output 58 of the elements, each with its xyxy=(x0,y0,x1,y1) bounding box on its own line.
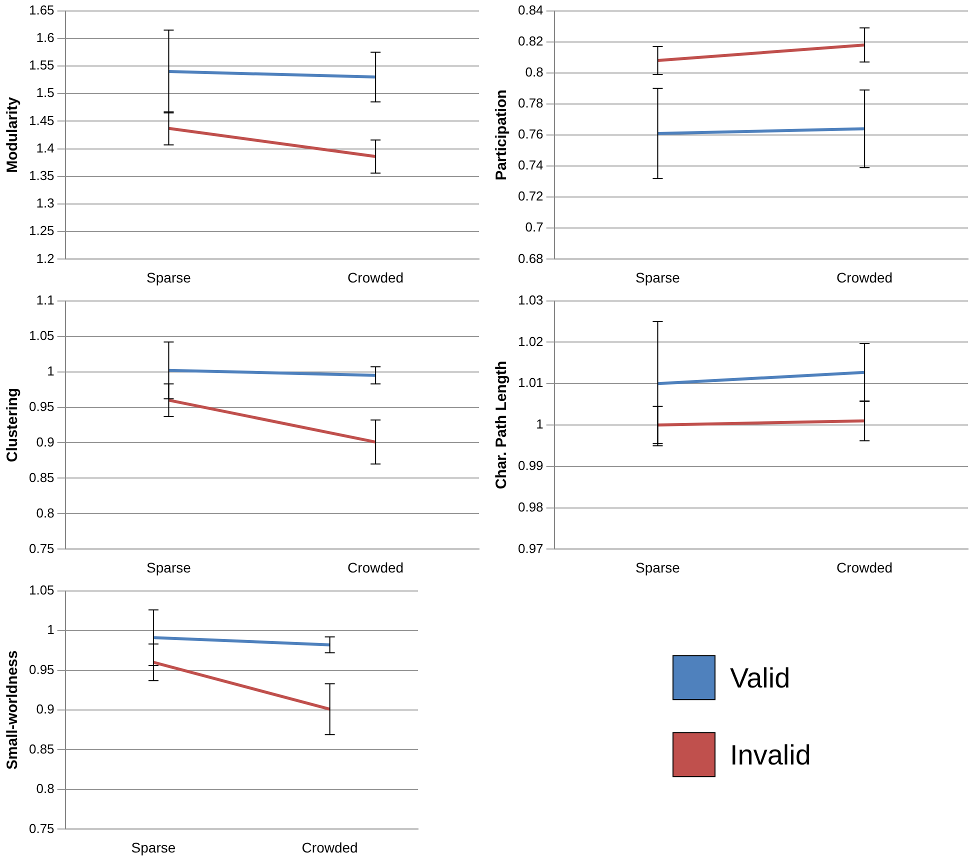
y-tick-label: 0.9 xyxy=(36,434,54,450)
y-axis-title: Participation xyxy=(493,90,510,180)
y-tick-label: 1.03 xyxy=(518,292,544,308)
y-tick-label: 0.95 xyxy=(28,662,54,677)
y-tick-label: 0.68 xyxy=(518,250,544,266)
y-tick-label: 1 xyxy=(47,622,54,638)
x-tick-label: Sparse xyxy=(146,559,192,576)
y-tick-label: 0.78 xyxy=(518,96,544,111)
y-tick-label: 1.25 xyxy=(28,223,54,238)
y-tick-label: 1.5 xyxy=(36,85,54,100)
y-tick-label: 1.05 xyxy=(28,582,54,598)
y-tick-label: 0.72 xyxy=(518,188,544,204)
y-tick-label: 0.97 xyxy=(518,540,544,556)
y-tick-label: 1.3 xyxy=(36,196,54,211)
legend-label: Invalid xyxy=(730,739,811,770)
x-tick-label: Crowded xyxy=(348,559,404,576)
x-tick-label: Sparse xyxy=(636,559,680,576)
x-tick-label: Sparse xyxy=(131,839,176,856)
x-tick-label: Crowded xyxy=(348,269,404,286)
x-tick-label: Crowded xyxy=(302,839,358,856)
y-tick-label: 1 xyxy=(47,363,54,378)
y-tick-label: 1.2 xyxy=(36,250,54,266)
y-tick-label: 0.99 xyxy=(518,458,544,473)
x-tick-label: Crowded xyxy=(836,559,893,576)
y-tick-label: 1.1 xyxy=(36,292,54,308)
y-tick-label: 0.7 xyxy=(525,220,544,235)
y-tick-label: 1.05 xyxy=(28,328,54,343)
y-tick-label: 1.55 xyxy=(28,58,54,73)
y-tick-label: 0.95 xyxy=(28,398,54,414)
y-tick-label: 0.76 xyxy=(518,126,544,142)
y-tick-label: 0.75 xyxy=(28,540,54,556)
y-tick-label: 1.4 xyxy=(36,140,54,156)
y-axis-title: Small-worldness xyxy=(4,650,22,770)
x-tick-label: Sparse xyxy=(636,269,680,286)
y-tick-label: 1.65 xyxy=(28,2,54,18)
y-axis-title: Clustering xyxy=(4,388,22,462)
y-tick-label: 0.85 xyxy=(28,741,54,756)
y-tick-label: 1.35 xyxy=(28,168,54,183)
y-tick-label: 1.02 xyxy=(518,334,544,349)
y-axis-title: Modularity xyxy=(4,96,22,173)
y-tick-label: 1 xyxy=(536,416,544,432)
y-tick-label: 0.75 xyxy=(28,820,54,836)
x-tick-label: Sparse xyxy=(146,269,192,286)
y-tick-label: 0.9 xyxy=(36,702,54,717)
y-tick-label: 0.85 xyxy=(28,470,54,485)
y-tick-label: 0.8 xyxy=(36,781,54,796)
y-tick-label: 1.6 xyxy=(36,30,54,45)
y-tick-label: 0.74 xyxy=(518,158,544,173)
y-tick-label: 0.8 xyxy=(36,505,54,520)
y-tick-label: 0.84 xyxy=(518,2,544,18)
y-tick-label: 1.45 xyxy=(28,112,54,128)
y-axis-title: Char. Path Length xyxy=(493,360,510,490)
y-tick-label: 0.98 xyxy=(518,499,544,514)
y-tick-label: 0.82 xyxy=(518,33,544,48)
y-tick-label: 0.8 xyxy=(525,64,544,80)
y-tick-label: 1.01 xyxy=(518,375,544,390)
legend-label: Valid xyxy=(730,662,790,694)
x-tick-label: Crowded xyxy=(836,269,893,286)
